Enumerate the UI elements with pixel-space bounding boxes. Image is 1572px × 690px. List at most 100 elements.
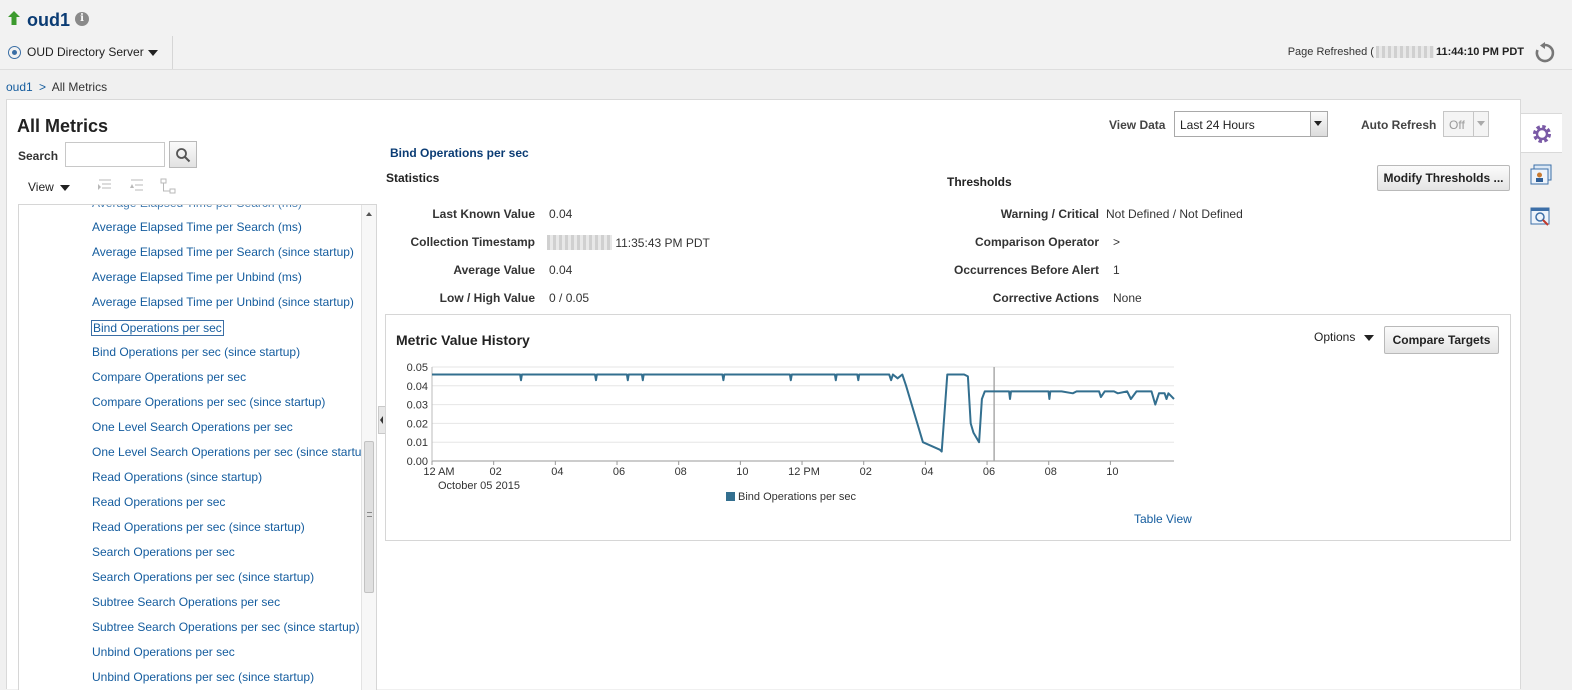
- metric-list-item[interactable]: Unbind Operations per sec (since startup…: [92, 670, 315, 684]
- compare-targets-button[interactable]: Compare Targets: [1384, 326, 1499, 354]
- modify-thresholds-button[interactable]: Modify Thresholds ...: [1377, 165, 1510, 191]
- y-tick-label: 0.00: [407, 456, 428, 468]
- view-data-value: Last 24 Hours: [1180, 118, 1255, 132]
- view-menu[interactable]: View: [28, 180, 70, 194]
- page-title: oud1: [27, 10, 70, 30]
- scroll-thumb[interactable]: [364, 441, 374, 593]
- breadcrumb-root-link[interactable]: oud1: [6, 80, 33, 94]
- up-arrow-icon: [8, 11, 20, 25]
- warning-value: Not Defined: [1106, 207, 1170, 221]
- metric-list-item-clipped[interactable]: Average Elapsed Time per Search (ms): [92, 205, 302, 210]
- x-tick-label: 12 PM: [788, 466, 820, 478]
- view-data-select[interactable]: Last 24 Hours: [1174, 111, 1328, 137]
- search-button[interactable]: [169, 141, 197, 168]
- metrics-list-scrollbar[interactable]: [361, 205, 376, 690]
- chevron-down-icon: [1477, 121, 1485, 126]
- auto-refresh-label: Auto Refresh: [1361, 118, 1437, 132]
- metric-list-item[interactable]: One Level Search Operations per sec: [92, 420, 293, 434]
- auto-refresh-value: Off: [1449, 118, 1465, 132]
- metric-list-item[interactable]: Read Operations per sec (since startup): [92, 520, 305, 534]
- metric-list-item[interactable]: Read Operations per sec: [92, 495, 226, 509]
- metric-list-item[interactable]: Read Operations (since startup): [92, 470, 263, 484]
- auto-refresh-dropdown-button[interactable]: [1473, 112, 1488, 136]
- search-icon: [176, 148, 191, 163]
- x-tick-label: 02: [490, 466, 502, 478]
- redacted-date: [547, 235, 612, 250]
- page-refreshed-status: Page Refreshed (11:44:10 PM PDT: [1287, 46, 1524, 59]
- all-metrics-title: All Metrics: [17, 116, 109, 136]
- side-rail: [1520, 113, 1562, 239]
- metric-list-item[interactable]: Bind Operations per sec: [91, 320, 224, 336]
- view-data-dropdown-button[interactable]: [1310, 112, 1327, 136]
- x-tick-label: 06: [983, 466, 995, 478]
- warning-critical-value: Not Defined / Not Defined: [1106, 207, 1243, 221]
- chart-legend: Bind Operations per sec: [726, 491, 856, 503]
- view-data-label: View Data: [1109, 118, 1166, 132]
- metric-list-item[interactable]: Search Operations per sec (since startup…: [92, 570, 315, 584]
- rail-search-item[interactable]: [1520, 197, 1562, 237]
- metric-list-item[interactable]: Subtree Search Operations per sec: [92, 595, 281, 609]
- y-tick-label: 0.03: [407, 400, 428, 412]
- collapse-all-icon[interactable]: [129, 178, 145, 194]
- title-bar: oud1 i: [0, 0, 1572, 37]
- rail-target-item[interactable]: [1520, 155, 1562, 195]
- comparison-operator-label: Comparison Operator: [974, 235, 1099, 249]
- legend-swatch: [726, 492, 735, 501]
- metric-list-item[interactable]: Unbind Operations per sec: [92, 645, 235, 659]
- metric-list-item[interactable]: Bind Operations per sec (since startup): [92, 345, 301, 359]
- scroll-up-icon[interactable]: [362, 207, 376, 221]
- table-view-link[interactable]: Table View: [1134, 512, 1192, 526]
- series-line-bind-operations: [432, 373, 1175, 453]
- auto-refresh-select[interactable]: Off: [1443, 111, 1489, 137]
- collection-timestamp-time: 11:35:43 PM PDT: [615, 236, 710, 250]
- collection-timestamp: 11:35:43 PM PDT: [547, 235, 710, 250]
- y-tick-label: 0.01: [407, 437, 428, 449]
- critical-value: Not Defined: [1179, 207, 1243, 221]
- y-tick-label: 0.04: [407, 381, 428, 393]
- x-tick-label: 12 AM: [423, 466, 454, 478]
- breadcrumb-current: All Metrics: [51, 80, 108, 94]
- search-input[interactable]: [65, 142, 165, 167]
- chevron-down-icon: [148, 50, 158, 56]
- info-icon[interactable]: i: [75, 12, 89, 26]
- low-high-value-label: Low / High Value: [439, 291, 535, 305]
- collapse-left-icon: [380, 416, 383, 424]
- options-menu-label: Options: [1314, 330, 1356, 344]
- target-menu[interactable]: OUD Directory Server: [0, 36, 173, 69]
- x-tick-label: 04: [921, 466, 933, 478]
- occurrences-before-alert-value: 1: [1113, 263, 1120, 277]
- hierarchy-icon[interactable]: [160, 178, 176, 194]
- page-refreshed-label: Page Refreshed: [1287, 46, 1368, 58]
- average-value: 0.04: [549, 263, 573, 277]
- target-type-icon: [8, 46, 21, 59]
- metric-list-item[interactable]: Subtree Search Operations per sec (since…: [92, 620, 360, 634]
- average-value-label: Average Value: [453, 263, 535, 277]
- metric-list-item[interactable]: Average Elapsed Time per Unbind (ms): [92, 270, 302, 284]
- options-menu[interactable]: Options: [1314, 330, 1374, 344]
- metric-list-item[interactable]: Average Elapsed Time per Search (since s…: [92, 245, 354, 259]
- view-menu-label: View: [28, 180, 54, 194]
- y-tick-label: 0.05: [407, 362, 428, 374]
- x-tick-label: 02: [860, 466, 872, 478]
- x-tick-label: 08: [1045, 466, 1057, 478]
- page-refreshed-paren: (: [1370, 46, 1374, 58]
- page-refreshed-time: 11:44:10 PM PDT: [1435, 46, 1524, 58]
- refresh-icon[interactable]: [1534, 42, 1556, 64]
- metric-list-item[interactable]: Search Operations per sec: [92, 545, 235, 559]
- breadcrumb-separator: >: [39, 80, 47, 94]
- metrics-list: Average Elapsed Time per Search (ms) Aver…: [18, 204, 377, 690]
- rail-settings-item[interactable]: [1520, 113, 1562, 153]
- x-tick-label: 06: [613, 466, 625, 478]
- expand-all-icon[interactable]: [97, 178, 113, 194]
- chevron-down-icon: [60, 185, 70, 191]
- x-tick-label: 10: [736, 466, 748, 478]
- comparison-operator-value: >: [1113, 235, 1121, 249]
- metric-list-item[interactable]: Compare Operations per sec (since startu…: [92, 395, 326, 409]
- main-panel: All Metrics Search View Average Elapsed …: [6, 99, 1521, 690]
- metric-list-item[interactable]: Compare Operations per sec: [92, 370, 247, 384]
- metric-list-item[interactable]: Average Elapsed Time per Search (ms): [92, 220, 302, 234]
- metric-value-history-title: Metric Value History: [396, 332, 530, 348]
- metric-list-item[interactable]: One Level Search Operations per sec (sin…: [92, 445, 373, 459]
- metric-list-item[interactable]: Average Elapsed Time per Unbind (since s…: [92, 295, 354, 309]
